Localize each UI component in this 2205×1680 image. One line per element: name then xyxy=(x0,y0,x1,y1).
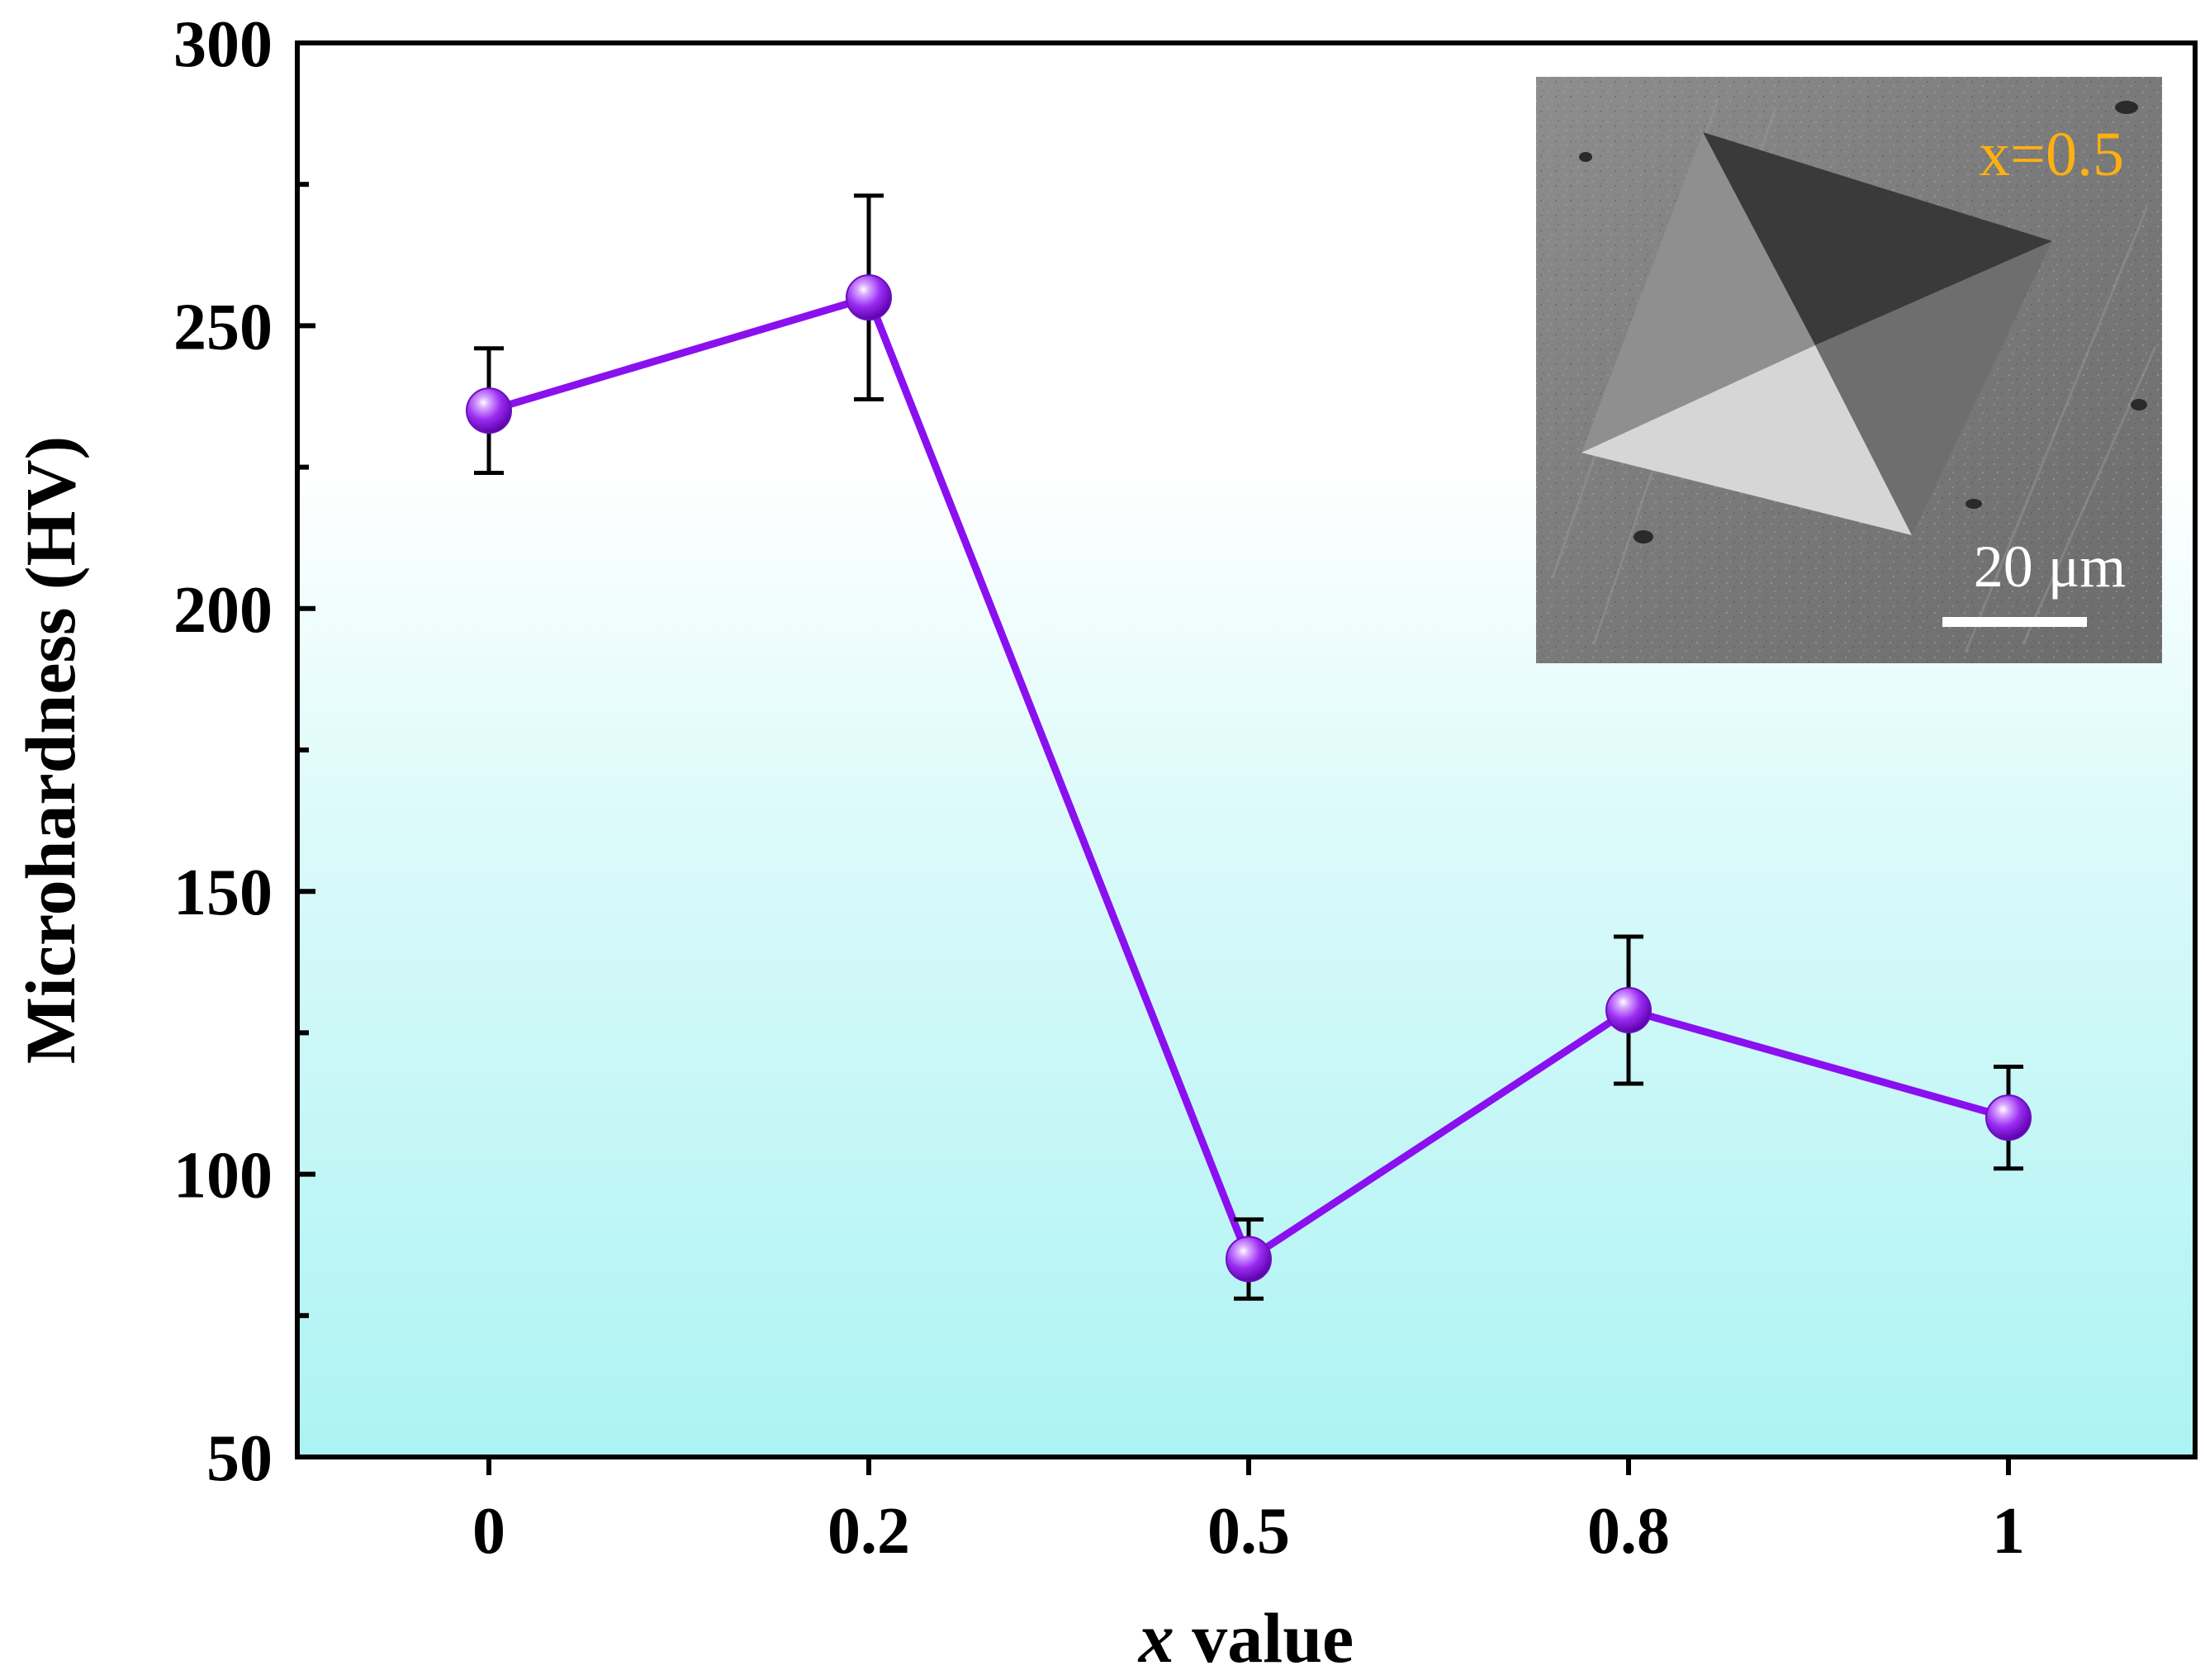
data-point xyxy=(1605,987,1652,1034)
x-tick-label: 1 xyxy=(1992,1495,2025,1568)
scale-bar xyxy=(1942,617,2087,627)
y-tick-label: 200 xyxy=(173,574,273,647)
y-tick-label: 300 xyxy=(173,8,273,81)
y-tick-label: 100 xyxy=(173,1140,273,1213)
axis-layer: 50 100 150 200 250 300 0 0.2 0.5 0.8 1 xyxy=(173,8,2025,1568)
data-point xyxy=(846,274,892,321)
indent-top-face xyxy=(1703,132,2052,345)
indent-left-face xyxy=(1581,132,1815,453)
data-point xyxy=(1985,1094,2032,1141)
sem-inset: x=0.5 20 μm xyxy=(1536,77,2162,663)
y-tick-label: 50 xyxy=(206,1422,273,1495)
data-point xyxy=(466,387,512,434)
data-point xyxy=(1226,1236,1272,1283)
x-tick-label: 0.5 xyxy=(1207,1495,1290,1568)
inset-label: x=0.5 xyxy=(1979,120,2124,189)
x-axis-title-rest: value xyxy=(1174,1598,1354,1678)
x-axis-title: x value xyxy=(1137,1598,1354,1678)
x-tick-label: 0 xyxy=(472,1495,505,1568)
sem-pits xyxy=(1579,101,2147,543)
x-axis-title-variable: x xyxy=(1137,1598,1174,1678)
plot-layer xyxy=(466,193,2032,1301)
y-tick-label: 250 xyxy=(173,291,273,363)
indent-right-face xyxy=(1815,241,2052,535)
x-tick-label: 0.8 xyxy=(1587,1495,1670,1568)
y-axis-title: Microhardness (HV) xyxy=(11,436,90,1064)
scale-bar-label: 20 μm xyxy=(1974,534,2127,600)
indent-bottom-face xyxy=(1581,345,1912,535)
y-tick-label: 150 xyxy=(173,857,273,929)
x-tick-label: 0.2 xyxy=(827,1495,910,1568)
